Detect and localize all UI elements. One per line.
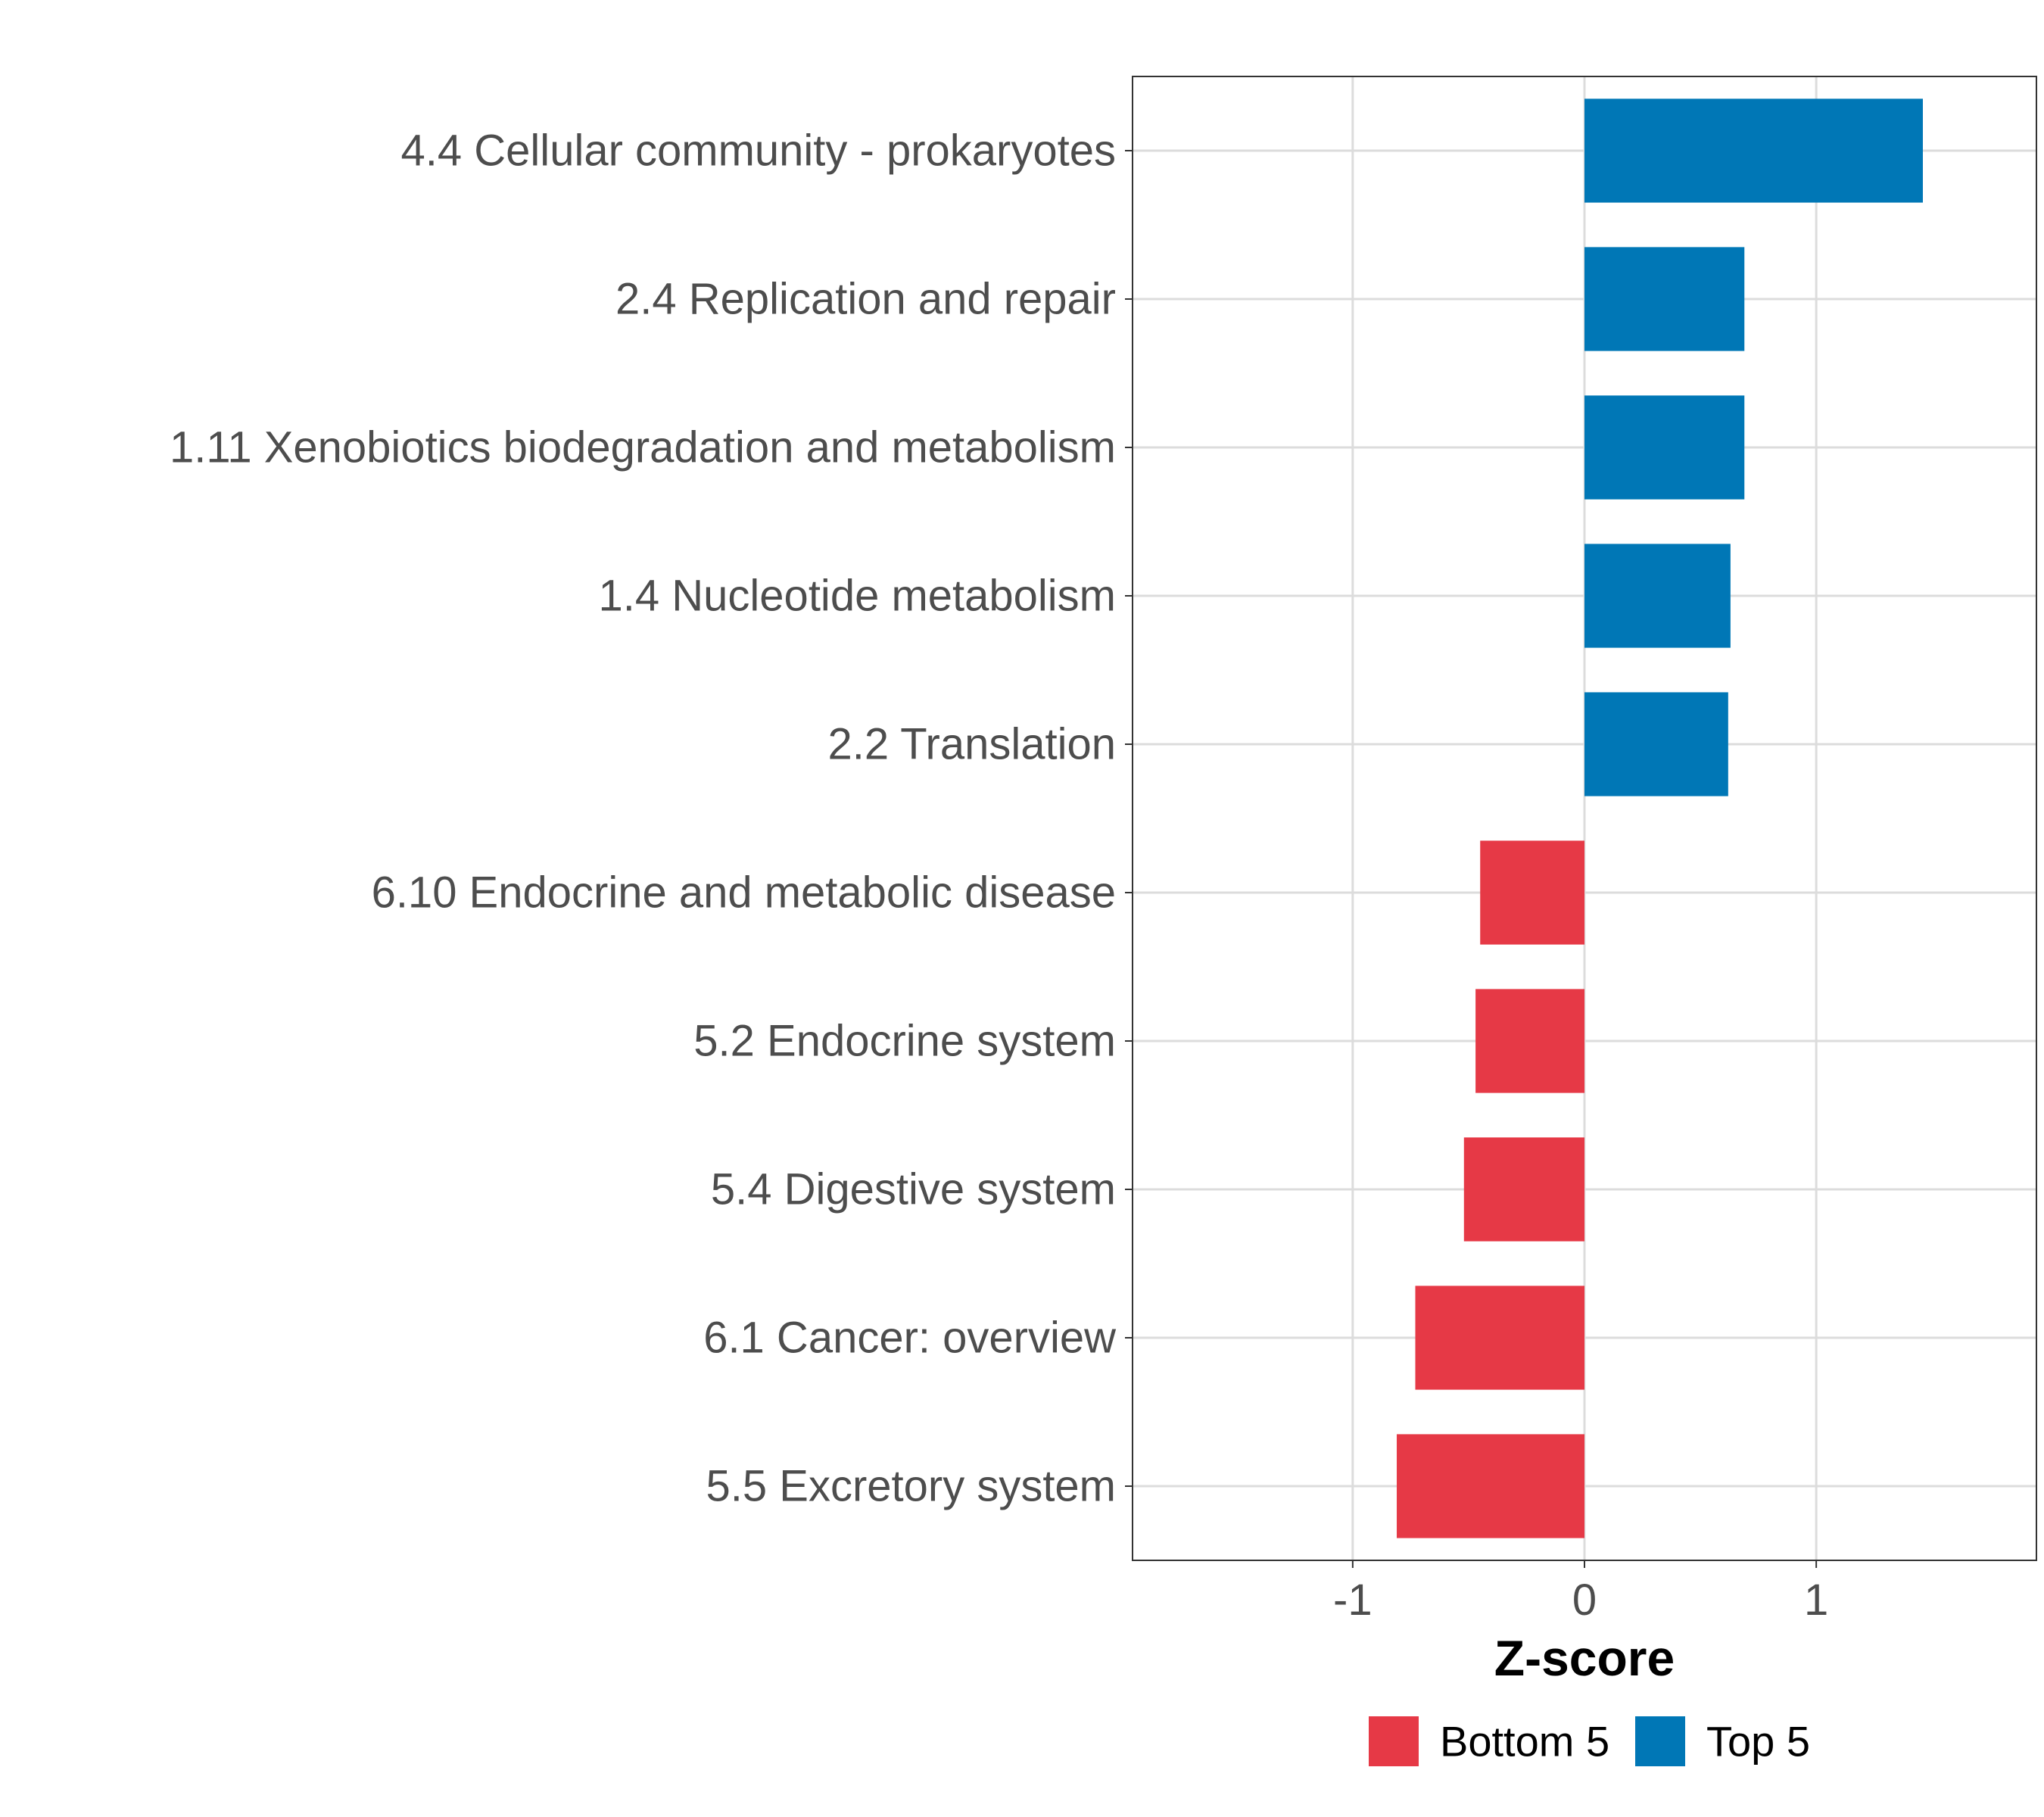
x-tick-label: 1 <box>1804 1575 1828 1625</box>
bar <box>1397 1434 1584 1538</box>
bar <box>1584 395 1745 500</box>
y-tick-label: 1.11 Xenobiotics biodegradation and meta… <box>170 423 1116 472</box>
legend-label: Top 5 <box>1706 1718 1810 1766</box>
y-tick-label: 5.5 Excretory system <box>706 1462 1116 1511</box>
legend: Bottom 5 Top 5 <box>1369 1716 1810 1766</box>
y-tick-label: 6.1 Cancer: overview <box>703 1314 1117 1363</box>
bar <box>1475 989 1584 1093</box>
x-axis: -1 0 1 <box>1333 1560 1828 1625</box>
bar <box>1584 692 1728 796</box>
y-tick-label: 1.4 Nucleotide metabolism <box>599 572 1116 621</box>
y-tick-label: 2.2 Translation <box>828 720 1116 769</box>
y-tick-label: 4.4 Cellular community - prokaryotes <box>401 126 1116 176</box>
x-axis-title: Z-score <box>1494 1630 1675 1686</box>
legend-key <box>1369 1716 1419 1766</box>
y-tick-label: 5.2 Endocrine system <box>693 1017 1116 1066</box>
bars <box>1397 98 1923 1538</box>
legend-label: Bottom 5 <box>1440 1718 1609 1766</box>
legend-key <box>1635 1716 1685 1766</box>
y-tick-label: 2.4 Replication and repair <box>615 275 1116 324</box>
bar <box>1415 1286 1584 1390</box>
y-tick-label: 5.4 Digestive system <box>711 1165 1116 1214</box>
y-tick-label: 6.10 Endocrine and metabolic disease <box>372 868 1116 918</box>
bar <box>1584 544 1731 648</box>
bar <box>1480 840 1584 945</box>
bar <box>1463 1137 1584 1242</box>
x-tick-label: -1 <box>1333 1575 1373 1625</box>
bar <box>1584 247 1745 351</box>
bar <box>1584 98 1923 203</box>
x-tick-label: 0 <box>1572 1575 1597 1625</box>
y-axis: 4.4 Cellular community - prokaryotes 2.4 … <box>170 126 1133 1511</box>
